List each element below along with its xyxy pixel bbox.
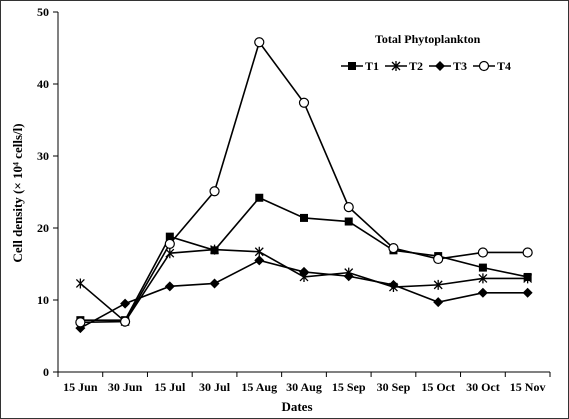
data-point-T4 — [209, 186, 220, 197]
data-point-T3 — [209, 278, 220, 289]
x-tick-label: 15 Aug — [241, 380, 277, 394]
legend-label: T3 — [453, 59, 467, 73]
data-point-T3 — [120, 298, 131, 309]
data-point-T3 — [477, 287, 488, 298]
data-point-T4 — [75, 317, 86, 328]
y-tick-label: 20 — [37, 221, 49, 235]
data-point-T2 — [523, 273, 533, 284]
data-point-T3 — [522, 287, 533, 298]
data-point-T4 — [343, 202, 354, 213]
legend-label: T4 — [497, 59, 511, 73]
data-point-T2 — [75, 278, 85, 289]
data-point-T4 — [164, 238, 175, 249]
data-point-T3 — [299, 266, 309, 277]
data-point-T1 — [165, 232, 174, 241]
legend: T1 T2 T3 T4 — [341, 59, 511, 73]
x-tick-label: 15 Oct — [421, 380, 455, 394]
data-point-T4 — [388, 243, 399, 254]
y-axis-title: Cell density (× 10⁴ cells/l) — [10, 123, 25, 262]
x-ticks: 15 Jun 30 Jun 15 Jul 30 Jul 15 Aug 30 Aug 15 S… — [57, 372, 551, 394]
x-tick-label: 15 Jul — [154, 380, 186, 394]
data-point-T4 — [119, 316, 131, 327]
data-point-T3 — [388, 279, 399, 290]
legend-label: T2 — [409, 59, 423, 73]
data-point-T3 — [164, 281, 175, 292]
legend-marker-T2 — [391, 61, 401, 71]
data-point-T3 — [254, 255, 265, 266]
legend-marker-T4 — [478, 60, 490, 72]
series-T1 — [76, 193, 532, 325]
data-point-T4 — [522, 247, 533, 258]
data-point-T1 — [300, 213, 308, 222]
x-axis-title: Dates — [281, 399, 312, 414]
data-point-T4 — [298, 97, 310, 108]
data-point-T4 — [477, 247, 489, 258]
data-point-T3 — [433, 297, 444, 308]
legend-item-T1: T1 — [341, 59, 379, 73]
x-tick-label: 15 Sep — [332, 380, 366, 394]
x-tick-label: 15 Nov — [510, 380, 546, 394]
series-T2 — [75, 244, 533, 327]
y-tick-label: 10 — [37, 293, 49, 307]
data-point-T2 — [210, 244, 220, 255]
y-tick-label: 40 — [37, 77, 49, 91]
x-tick-label: 30 Sep — [377, 380, 411, 394]
data-point-T1 — [344, 217, 353, 226]
x-tick-label: 30 Aug — [286, 380, 322, 394]
legend-label: T1 — [365, 59, 379, 73]
legend-item-T4: T4 — [473, 59, 511, 73]
y-tick-label: 0 — [43, 365, 49, 379]
data-point-T2 — [433, 279, 443, 290]
data-point-T3 — [343, 271, 354, 282]
x-tick-label: 15 Jun — [63, 380, 98, 394]
data-point-T1 — [478, 263, 487, 272]
x-tick-label: 30 Jul — [199, 380, 231, 394]
data-point-T2 — [478, 273, 488, 284]
legend-item-T2: T2 — [385, 59, 423, 73]
x-tick-label: 30 Jun — [108, 380, 143, 394]
data-point-T4 — [433, 253, 444, 265]
legend-item-T3: T3 — [429, 59, 467, 73]
y-tick-label: 30 — [37, 149, 49, 163]
legend-marker-T3 — [435, 61, 445, 71]
data-point-T2 — [254, 246, 264, 257]
axes — [57, 12, 550, 373]
series-T3 — [75, 255, 533, 334]
data-point-T2 — [165, 248, 175, 259]
y-tick-label: 50 — [37, 5, 49, 19]
data-point-T4 — [254, 37, 265, 48]
series-line-T2 — [79, 248, 528, 323]
legend-title: Total Phytoplankton — [375, 32, 481, 46]
series-group — [75, 37, 533, 334]
series-T4 — [75, 37, 533, 328]
y-ticks: 0 10 20 30 40 50 — [37, 5, 58, 379]
x-tick-label: 30 Oct — [466, 380, 500, 394]
legend-marker-T1 — [348, 62, 356, 70]
data-point-T1 — [255, 193, 264, 202]
